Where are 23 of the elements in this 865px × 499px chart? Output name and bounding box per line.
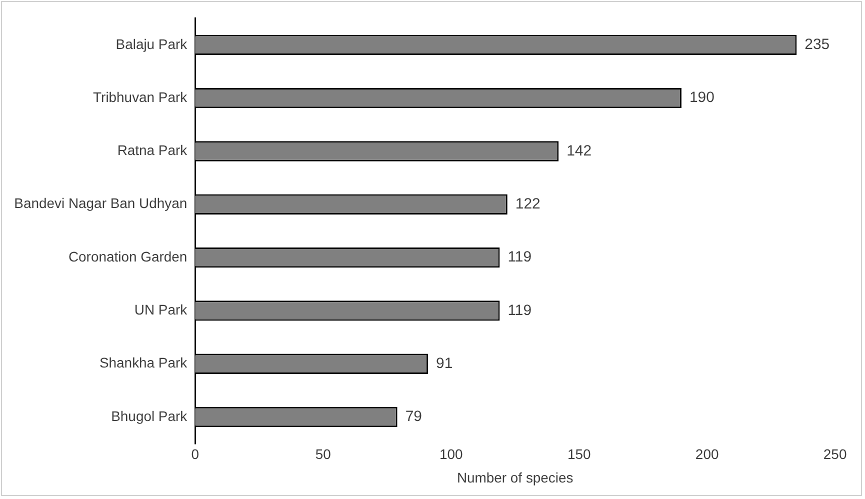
- data-label: 235: [804, 36, 830, 54]
- data-label: 79: [405, 408, 422, 426]
- x-tick-label: 50: [315, 446, 332, 462]
- data-label: 119: [508, 248, 532, 266]
- y-tick-label: Bandevi Nagar Ban Udhyan: [14, 195, 188, 212]
- y-tick-label: Ratna Park: [117, 142, 188, 158]
- y-tick-label: Tribhuvan Park: [93, 88, 188, 105]
- y-tick-label: Bhugol Park: [111, 408, 188, 424]
- data-label: 142: [566, 142, 592, 160]
- data-label: 119: [508, 302, 532, 319]
- y-tick-label: Shankha Park: [99, 354, 188, 371]
- x-tick-label: 100: [439, 446, 463, 462]
- x-tick-label: 250: [823, 446, 847, 462]
- data-label: 122: [515, 196, 540, 213]
- data-label: 91: [436, 355, 453, 372]
- data-label: 190: [689, 89, 714, 106]
- y-tick-label: Balaju Park: [116, 36, 188, 52]
- x-tick-label: 200: [695, 446, 719, 462]
- x-tick-label: 0: [191, 446, 200, 462]
- x-axis-title: Number of species: [456, 470, 574, 486]
- y-tick-label: UN Park: [134, 302, 188, 318]
- y-tick-label: Coronation Garden: [68, 248, 188, 264]
- x-tick-label: 150: [567, 446, 591, 462]
